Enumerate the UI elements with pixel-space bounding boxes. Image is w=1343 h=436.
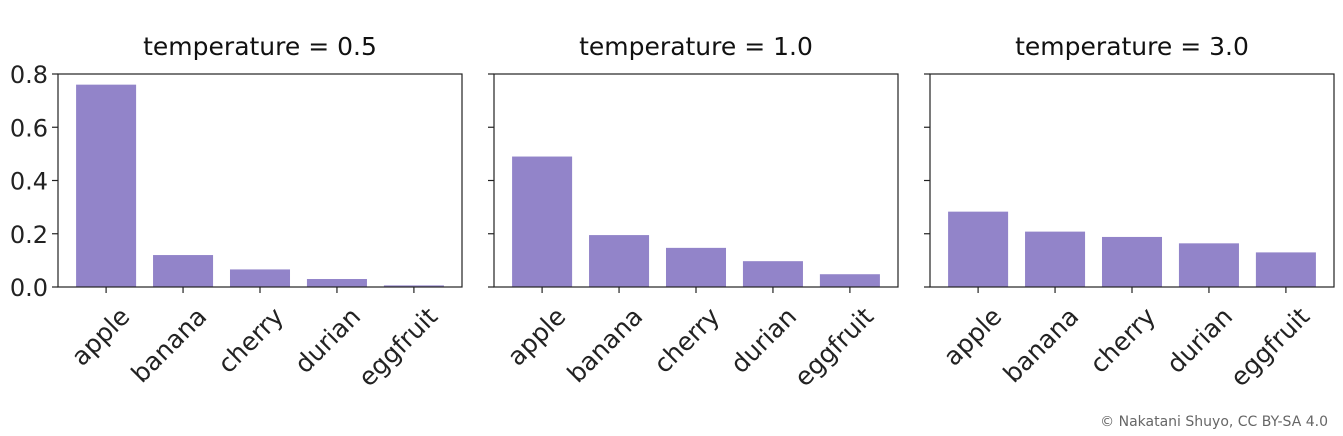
xtick-label-banana: banana xyxy=(126,302,213,389)
ytick-label: 0.8 xyxy=(10,61,48,89)
bar-banana xyxy=(589,235,650,287)
xtick-label-cherry: cherry xyxy=(212,302,289,379)
bar-eggfruit xyxy=(819,274,880,287)
xtick-label-eggfruit: eggfruit xyxy=(353,302,444,393)
bar-apple xyxy=(948,211,1009,287)
chart-panel-1: temperature = 0.5 0.0 0.2 0.4 0.6 0.8 appleban… xyxy=(10,32,463,393)
ytick-label: 0.2 xyxy=(10,221,48,249)
bar-apple xyxy=(512,156,573,287)
xtick-label-banana: banana xyxy=(562,302,649,389)
bar-durian xyxy=(742,261,803,287)
xtick-label-durian: durian xyxy=(289,302,366,379)
xtick-label-apple: apple xyxy=(938,302,1008,372)
bar-eggfruit xyxy=(383,285,444,287)
bar-apple xyxy=(76,84,137,288)
xtick-label-durian: durian xyxy=(1161,302,1238,379)
xtick-label-durian: durian xyxy=(725,302,802,379)
bar-banana xyxy=(1025,231,1086,287)
xtick-label-cherry: cherry xyxy=(1084,302,1161,379)
bar-cherry xyxy=(229,269,291,287)
xtick-label-apple: apple xyxy=(502,302,572,372)
credit-text: © Nakatani Shuyo, CC BY-SA 4.0 xyxy=(1100,414,1328,430)
ytick-label: 0.0 xyxy=(10,274,48,302)
xtick-label-banana: banana xyxy=(998,302,1085,389)
xtick-label-eggfruit: eggfruit xyxy=(1225,302,1316,393)
bar-cherry xyxy=(665,247,727,287)
bar-cherry xyxy=(1101,236,1163,287)
panel-title: temperature = 3.0 xyxy=(1015,32,1249,61)
bar-durian xyxy=(306,279,367,287)
xtick-label-eggfruit: eggfruit xyxy=(789,302,880,393)
panel-title: temperature = 0.5 xyxy=(143,32,377,61)
ytick-label: 0.4 xyxy=(10,168,48,196)
bar-eggfruit xyxy=(1255,252,1316,287)
ytick-label: 0.6 xyxy=(10,114,48,142)
xtick-label-cherry: cherry xyxy=(648,302,725,379)
bar-banana xyxy=(153,255,214,287)
panel-title: temperature = 1.0 xyxy=(579,32,813,61)
bar-durian xyxy=(1178,243,1239,287)
xtick-label-apple: apple xyxy=(66,302,136,372)
